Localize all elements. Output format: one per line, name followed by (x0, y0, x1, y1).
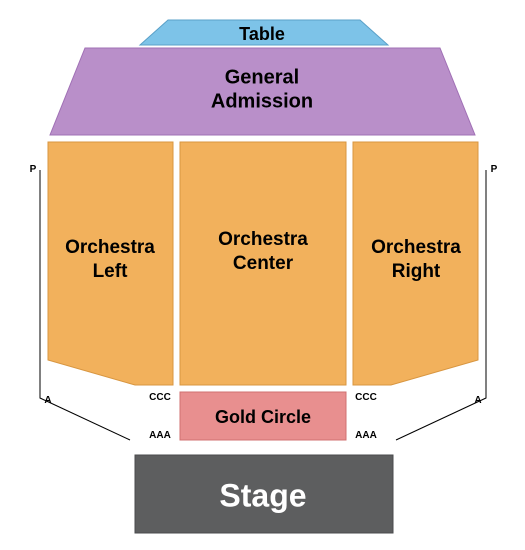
orchestra-right-section-label-1: Orchestra (371, 237, 461, 258)
table-section[interactable]: Table (140, 20, 388, 45)
row-label-5: CCC (355, 392, 377, 403)
orchestra-center-section[interactable]: Orchestra Center (180, 142, 346, 385)
orchestra-center-section-label-2: Center (233, 253, 294, 274)
general-admission-section-label-1: General (225, 66, 299, 88)
seating-chart-svg: TableGeneralAdmissionOrchestraLeftOrches… (0, 0, 525, 550)
orchestra-left-section[interactable]: Orchestra Left (48, 142, 173, 385)
general-admission-section[interactable]: GeneralAdmission (50, 48, 475, 135)
orchestra-center-section-label-1: Orchestra (218, 229, 308, 250)
row-label-6: AAA (149, 430, 171, 441)
row-label-7: AAA (355, 430, 377, 441)
orchestra-left-section-label-1: Orchestra (65, 237, 155, 258)
gold-circle-section[interactable]: Gold Circle (180, 392, 346, 440)
table-section-label: Table (239, 24, 285, 44)
orchestra-right-section-label-2: Right (392, 261, 441, 282)
orchestra-right-section[interactable]: Orchestra Right (353, 142, 478, 385)
orchestra-left-section-label-2: Left (93, 261, 129, 282)
seating-chart: TableGeneralAdmissionOrchestraLeftOrches… (0, 0, 525, 550)
gold-circle-section-label: Gold Circle (215, 407, 311, 427)
stage-section[interactable]: Stage (135, 455, 393, 533)
row-label-0: P (30, 164, 37, 175)
row-label-3: A (474, 395, 481, 406)
stage-section-label: Stage (219, 477, 306, 513)
row-label-4: CCC (149, 392, 171, 403)
row-label-1: P (491, 164, 498, 175)
general-admission-section-label-2: Admission (211, 90, 313, 112)
row-label-2: A (44, 395, 51, 406)
